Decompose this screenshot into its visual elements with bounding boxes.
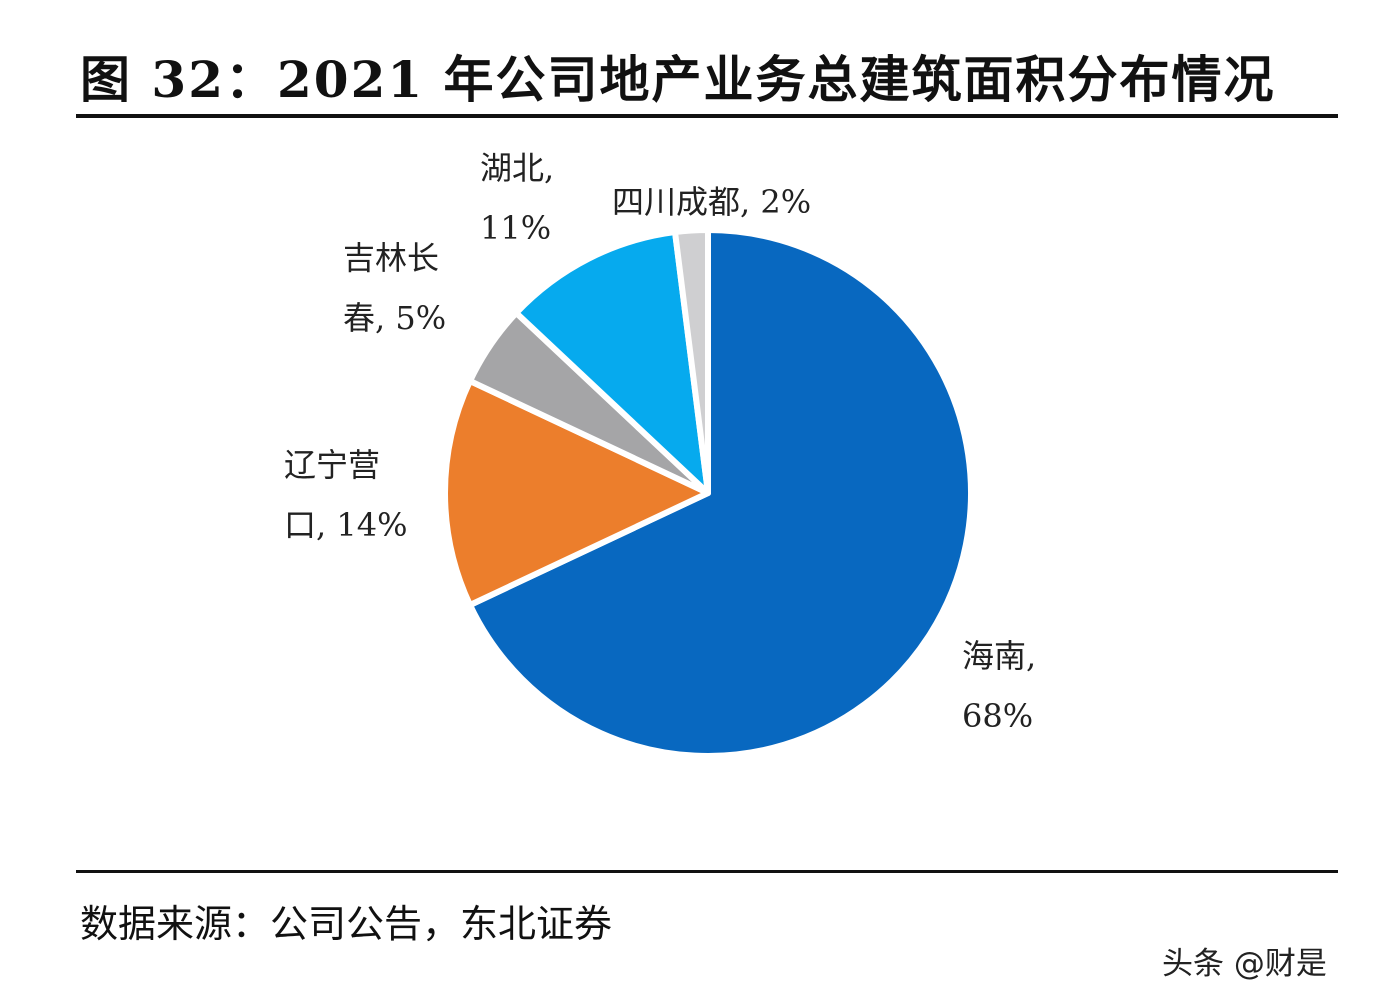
label-hainan-value: 68% xyxy=(962,697,1034,735)
pie-slice-sichuan xyxy=(672,227,711,496)
label-sichuan-text: 四川成都, 2% xyxy=(612,183,812,221)
label-liaoning-name: 辽宁营 xyxy=(284,446,381,484)
chart-title: 图 32：2021 年公司地产业务总建筑面积分布情况 xyxy=(80,50,1276,109)
label-hubei-name: 湖北, xyxy=(480,149,555,187)
pie-slice-liaoning xyxy=(442,378,711,608)
label-hubei: 湖北, 11% xyxy=(480,138,554,258)
title-divider xyxy=(76,114,1338,118)
label-hubei-value: 11% xyxy=(480,209,552,247)
source-divider xyxy=(76,870,1338,873)
label-hainan: 海南, 68% xyxy=(962,626,1036,746)
label-jilin-value: 春, 5% xyxy=(343,299,447,337)
label-liaoning: 辽宁营 口, 14% xyxy=(284,435,407,555)
label-sichuan: 四川成都, 2% xyxy=(612,172,811,232)
pie-slices xyxy=(442,227,974,759)
source-note: 数据来源：公司公告，东北证券 xyxy=(80,902,613,946)
label-jilin: 吉林长 春, 5% xyxy=(343,228,446,348)
watermark: 头条 @财是 xyxy=(1162,946,1327,982)
label-hainan-name: 海南, xyxy=(962,637,1037,675)
pie-slice-hubei xyxy=(513,229,711,496)
label-jilin-name: 吉林长 xyxy=(343,239,440,277)
label-liaoning-value: 口, 14% xyxy=(284,506,408,544)
pie-slice-hainan xyxy=(467,227,974,759)
